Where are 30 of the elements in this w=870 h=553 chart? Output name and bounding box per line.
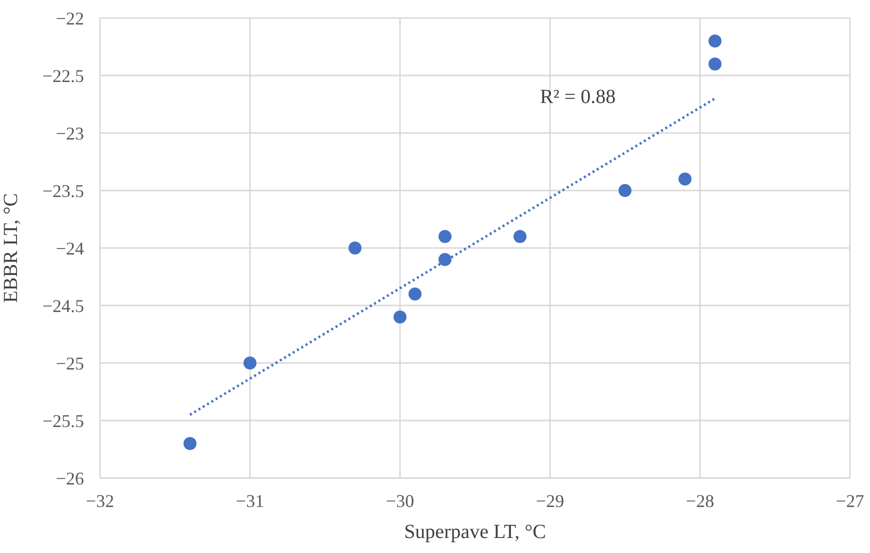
point	[244, 356, 256, 370]
x-tick-label: −32	[86, 490, 114, 511]
x-tick-label: −31	[236, 490, 264, 511]
y-tick-label: −23.5	[42, 180, 84, 201]
y-tick-label: −23	[56, 123, 84, 144]
point	[514, 230, 526, 243]
y-tick-label: −22	[56, 8, 84, 28]
point	[348, 242, 362, 254]
y-tick-label: −26	[56, 468, 84, 488]
x-tick-label: −30	[386, 490, 414, 511]
point	[708, 34, 722, 48]
point	[708, 58, 722, 70]
point	[438, 253, 452, 266]
y-tick-label: −25	[56, 353, 84, 374]
y-tick-label: −24.5	[42, 296, 84, 316]
point	[408, 288, 422, 300]
y-tick-label: −25.5	[42, 410, 84, 431]
point	[438, 230, 452, 243]
point	[394, 310, 406, 324]
annotation: R² = 0.88	[540, 86, 616, 109]
x-tick-label: −27	[836, 490, 864, 511]
point	[678, 172, 692, 186]
y-tick-label: −22.5	[42, 66, 84, 86]
y-axis-title: EBBR LT, °C	[0, 193, 22, 303]
x-axis-title: Superpave LT, °C	[404, 521, 546, 543]
point	[184, 437, 196, 450]
x-tick-label: −29	[536, 490, 564, 511]
point	[618, 184, 632, 197]
y-tick-label: −24	[56, 238, 84, 258]
x-tick-label: −28	[686, 490, 714, 511]
